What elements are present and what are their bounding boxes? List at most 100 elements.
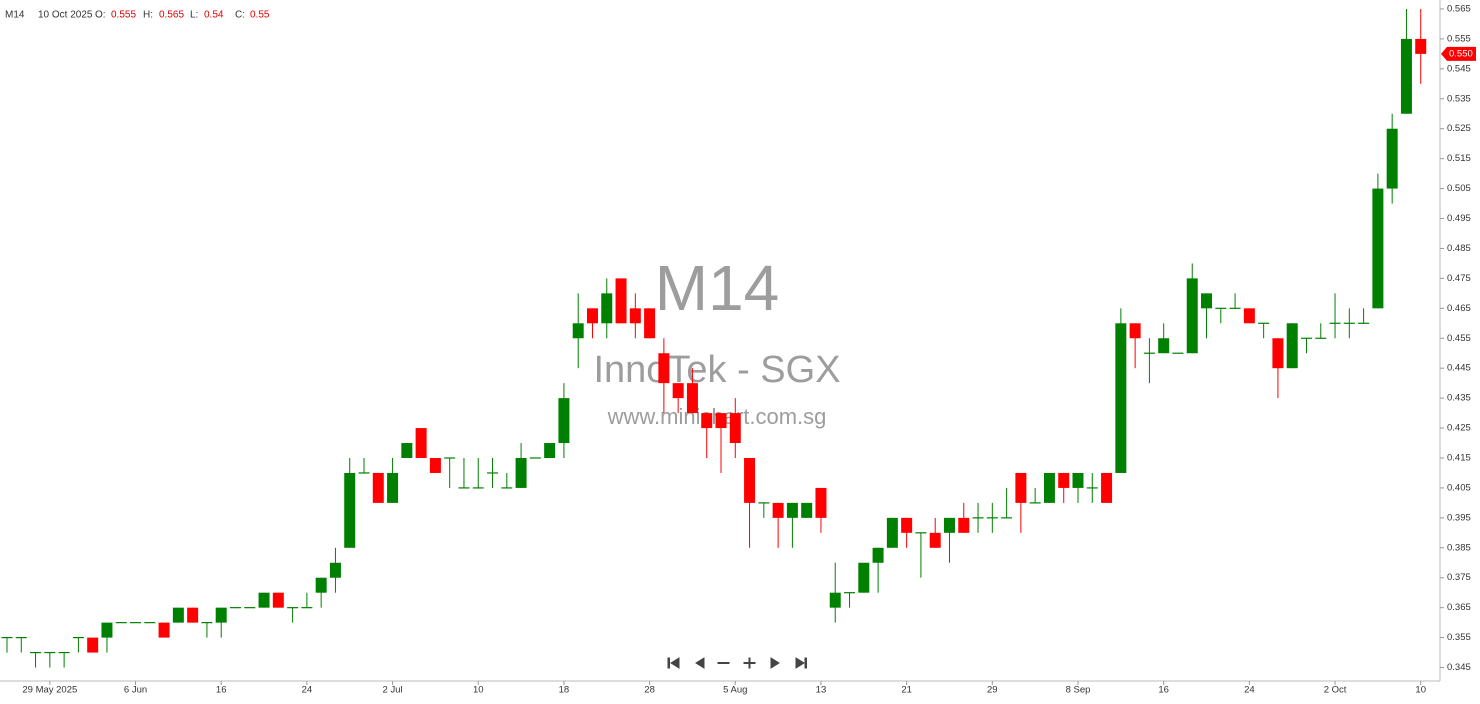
candle-body — [215, 607, 227, 623]
candle-body — [1372, 188, 1384, 309]
x-tick-label: 2 Jul — [383, 685, 403, 696]
candle-body — [87, 637, 99, 653]
ohlc-label: O: — [95, 10, 106, 21]
y-tick-label: 0.435 — [1447, 393, 1471, 404]
x-tick-label: 29 — [987, 685, 998, 696]
candle-body — [772, 502, 784, 518]
ohlc-label: C: — [235, 10, 245, 21]
y-tick-label: 0.365 — [1447, 602, 1471, 613]
candle-body — [1400, 38, 1412, 114]
candle-body — [629, 308, 641, 324]
watermark-name: InnoTek - SGX — [593, 349, 840, 391]
y-tick-label: 0.535 — [1447, 93, 1471, 104]
candle-body — [858, 562, 870, 593]
y-tick-label: 0.465 — [1447, 303, 1471, 314]
candle-body — [1115, 323, 1127, 473]
last-price-tag — [1441, 46, 1476, 61]
candle-body — [344, 472, 356, 548]
candle-body — [1158, 338, 1170, 354]
nav-first[interactable] — [667, 657, 680, 669]
y-tick-label: 0.545 — [1447, 63, 1471, 74]
x-tick-label: 10 — [473, 685, 484, 696]
candle-body — [1201, 293, 1213, 309]
candle-body — [686, 383, 698, 414]
ohlc-value: 0.565 — [159, 10, 184, 21]
candle-body — [672, 383, 684, 399]
candle-body — [729, 413, 741, 444]
candle-body — [644, 308, 656, 339]
x-tick-label: 18 — [559, 685, 570, 696]
x-tick-label: 28 — [644, 685, 655, 696]
candle-body — [886, 517, 898, 548]
nav-next[interactable] — [770, 657, 780, 669]
y-tick-label: 0.495 — [1447, 213, 1471, 224]
ohlc-value: 0.54 — [204, 10, 224, 21]
candle-body — [615, 278, 627, 324]
x-tick-label: 16 — [1158, 685, 1169, 696]
candle-body — [387, 472, 399, 503]
candle-body — [415, 428, 427, 458]
x-tick-label: 21 — [901, 685, 912, 696]
candle-body — [1415, 38, 1427, 54]
y-tick-label: 0.455 — [1447, 333, 1471, 344]
last-price-label: 0.550 — [1449, 48, 1473, 59]
y-tick-label: 0.405 — [1447, 482, 1471, 493]
nav-zoom-out[interactable] — [717, 662, 730, 664]
x-tick-label: 29 May 2025 — [22, 685, 77, 696]
candle-body — [601, 293, 613, 324]
x-tick-label: 2 Oct — [1324, 685, 1347, 696]
candle-body — [901, 517, 913, 533]
candle-body — [943, 517, 955, 533]
candle-body — [815, 487, 827, 518]
candle-body — [801, 502, 813, 518]
candle-body — [658, 353, 670, 384]
y-tick-label: 0.505 — [1447, 183, 1471, 194]
candle-body — [1186, 278, 1198, 354]
ohlc-label: H: — [143, 10, 153, 21]
candle-body — [1015, 472, 1027, 503]
candle-body — [1058, 472, 1070, 488]
candle-body — [315, 577, 327, 593]
y-tick-label: 0.355 — [1447, 632, 1471, 643]
y-tick-label: 0.345 — [1447, 662, 1471, 673]
candle-body — [1101, 472, 1113, 503]
nav-prev[interactable] — [695, 657, 705, 669]
candle-body — [258, 592, 270, 608]
candle-body — [786, 502, 798, 518]
y-tick-label: 0.445 — [1447, 363, 1471, 374]
x-tick-label: 24 — [1244, 685, 1255, 696]
y-tick-label: 0.555 — [1447, 33, 1471, 44]
candle-body — [544, 443, 556, 458]
candle-body — [958, 517, 970, 533]
nav-zoom-in[interactable] — [743, 657, 756, 669]
candle-body — [872, 547, 884, 563]
candle-body — [101, 622, 113, 638]
candle-body — [929, 532, 941, 548]
candle-body — [744, 457, 756, 503]
candle-body — [558, 398, 570, 444]
date: 10 Oct 2025 — [38, 10, 93, 21]
nav-last[interactable] — [795, 657, 807, 669]
y-tick-label: 0.415 — [1447, 453, 1471, 464]
candle-body — [515, 457, 527, 488]
candle-body — [1072, 472, 1084, 488]
x-tick-label: 5 Aug — [723, 685, 747, 696]
x-tick-label: 13 — [816, 685, 827, 696]
y-tick-label: 0.565 — [1447, 3, 1471, 14]
y-tick-label: 0.525 — [1447, 123, 1471, 134]
candle-body — [401, 443, 413, 458]
ohlc-value: 0.555 — [111, 10, 136, 21]
candle-body — [158, 622, 170, 638]
candle-body — [187, 607, 199, 623]
candle-body — [701, 413, 713, 429]
x-tick-label: 24 — [302, 685, 313, 696]
x-tick-label: 8 Sep — [1066, 685, 1091, 696]
watermark-code: M14 — [655, 252, 780, 324]
y-tick-label: 0.475 — [1447, 273, 1471, 284]
y-tick-label: 0.375 — [1447, 572, 1471, 583]
candle-body — [329, 562, 341, 578]
candle-body — [372, 472, 384, 503]
x-tick-label: 6 Jun — [124, 685, 147, 696]
